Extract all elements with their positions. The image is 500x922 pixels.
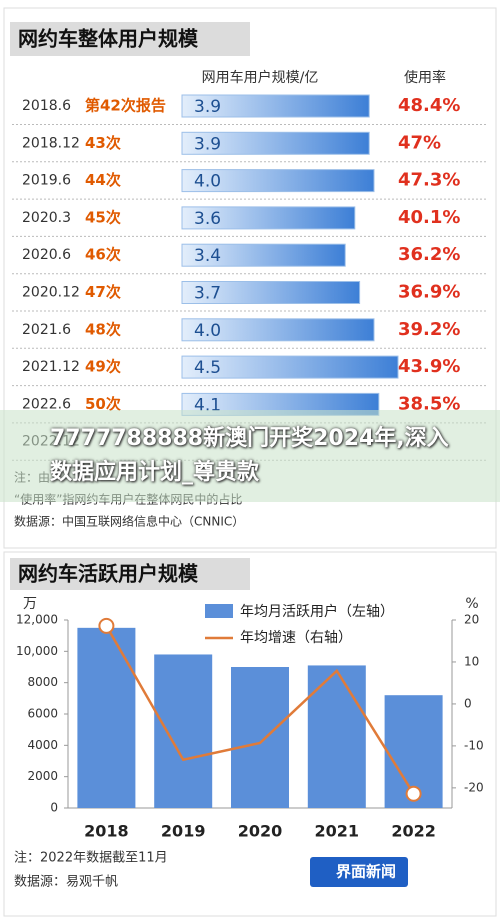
period: 2022.6 (22, 396, 71, 412)
y2-tick-label: -10 (464, 738, 484, 752)
legend-label: 年均月活跃用户（左轴） (240, 603, 394, 620)
end-marker (405, 785, 422, 802)
title: 网约车整体用户规模 (18, 27, 199, 51)
legend-label: 年均增速（右轴） (240, 630, 352, 646)
x-tick-label: 2019 (161, 822, 206, 841)
user-value: 3.7 (194, 284, 221, 304)
overlay-text: 7777788888新澳门开奖2024年,深入数据应用计划_尊贵款 (50, 426, 449, 485)
period: 2020.12 (22, 285, 80, 301)
report: 第42次报告 (85, 97, 166, 115)
user-bar (181, 355, 399, 379)
user-value: 4.0 (194, 172, 221, 192)
y2-tick-label: -20 (464, 780, 484, 794)
period: 2018.6 (22, 98, 71, 114)
y2-tick-label: 20 (464, 613, 479, 627)
y2-tick-label: 10 (464, 654, 479, 668)
y-tick-label: 4000 (27, 738, 58, 752)
y-tick-label: 10,000 (16, 644, 58, 658)
y-tick-label: 2000 (27, 769, 58, 783)
period: 2018.12 (22, 135, 80, 151)
user-value: 3.4 (194, 246, 221, 266)
user-bar (181, 206, 356, 230)
y-axis-label: 万 (23, 596, 37, 612)
y-tick-label: 8000 (27, 675, 58, 689)
x-tick-label: 2018 (84, 822, 129, 841)
note: 数据源：中国互联网络信息中心（CNNIC） (14, 514, 244, 529)
period: 2021.6 (22, 322, 71, 338)
chart-title: 网约车活跃用户规模 (18, 562, 199, 586)
user-value: 4.0 (194, 321, 221, 341)
rate: 39.2% (398, 319, 460, 340)
user-bar (181, 281, 361, 304)
y2-tick-label: 0 (464, 696, 472, 710)
x-tick-label: 2020 (238, 822, 283, 841)
user-bar (181, 131, 370, 155)
bar (307, 665, 366, 808)
brand: 界面新闻 (336, 863, 396, 881)
report: 49次 (85, 358, 121, 376)
rate: 47.3% (398, 170, 460, 191)
user-bar (181, 94, 370, 118)
end-marker (98, 617, 115, 634)
panel (3, 7, 497, 549)
user-bar (181, 243, 346, 267)
period: 2021.12 (22, 359, 80, 375)
panel (3, 551, 497, 917)
user-value: 3.6 (194, 209, 221, 229)
note: 注：2022年数据截至11月 (14, 851, 168, 866)
user-value: 3.9 (194, 134, 221, 154)
bar (231, 667, 289, 808)
report: 45次 (85, 208, 121, 226)
report: 44次 (85, 171, 121, 189)
report: 46次 (85, 246, 121, 264)
report: 47次 (85, 283, 121, 301)
y2-axis-label: % (465, 596, 478, 612)
legend-swatch (205, 604, 233, 618)
bar (77, 627, 136, 808)
y-tick-label: 6000 (27, 707, 58, 721)
line (105, 625, 415, 795)
overlay: 7777788888新澳门开奖2024年,深入数据应用计划_尊贵款 (0, 410, 500, 502)
y-tick-label: 0 (50, 801, 58, 815)
user-value: 3.9 (194, 97, 221, 117)
header: 使用率 (404, 69, 446, 86)
report: 50次 (85, 395, 121, 413)
rate: 36.2% (398, 244, 460, 265)
rate: 48.4% (398, 95, 460, 116)
x-tick-label: 2021 (315, 822, 360, 841)
brand-box (310, 857, 408, 887)
user-bar (181, 169, 375, 193)
note: 数据源：易观千帆 (14, 875, 118, 890)
x-tick-label: 2022 (391, 822, 436, 841)
period: 2019.6 (22, 173, 71, 189)
report: 48次 (85, 320, 121, 338)
rate: 43.9% (398, 356, 460, 377)
header: 网用车用户规模/亿 (202, 69, 319, 86)
user-value: 4.5 (194, 358, 221, 378)
rate: 38.5% (398, 393, 460, 414)
title-box (10, 558, 250, 590)
rate: 36.9% (398, 282, 460, 303)
y-tick-label: 12,000 (16, 613, 58, 627)
bar (154, 654, 213, 808)
report: 43次 (85, 134, 121, 152)
period: 2020.6 (22, 247, 71, 263)
rate: 47% (398, 132, 441, 153)
period: 2020.3 (22, 210, 71, 226)
user-bar (181, 318, 375, 342)
title-box (10, 22, 250, 56)
rate: 40.1% (398, 207, 460, 228)
